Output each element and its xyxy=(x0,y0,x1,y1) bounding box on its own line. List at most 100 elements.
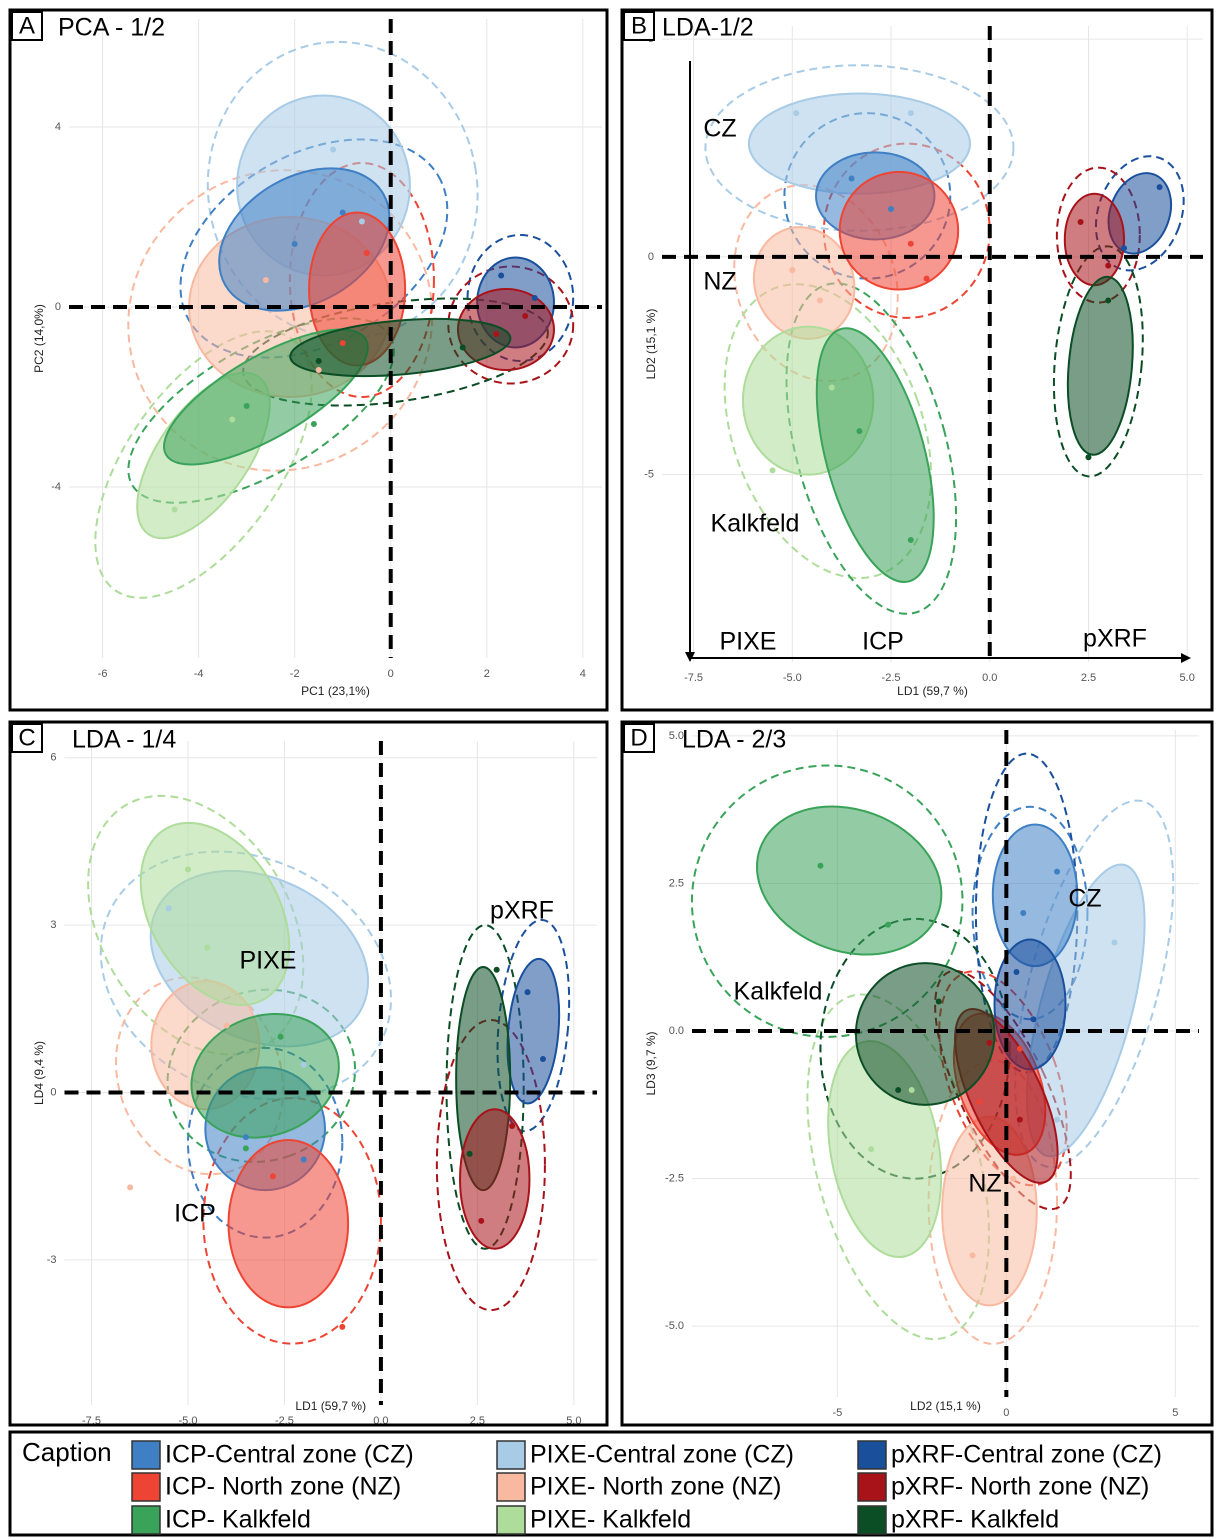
confidence-ellipse xyxy=(1066,275,1134,456)
x-tick-label: 0 xyxy=(1003,1407,1009,1419)
legend-swatch xyxy=(496,1472,526,1502)
annotation: NZ xyxy=(703,268,736,296)
y-tick-label: 4 xyxy=(55,121,61,133)
confidence-ellipse xyxy=(289,317,512,378)
data-point xyxy=(243,403,250,409)
legend-label: ICP-Central zone (CZ) xyxy=(165,1441,414,1469)
data-point xyxy=(493,331,500,337)
legend-label: PIXE- Kalkfeld xyxy=(530,1506,691,1534)
y-axis-title: PC2 (14,0%) xyxy=(32,304,46,373)
data-point xyxy=(1054,868,1061,875)
panel-title: LDA - 1/4 xyxy=(72,726,176,754)
data-point xyxy=(1010,1175,1017,1182)
x-tick-label: -5 xyxy=(832,1407,842,1419)
data-point xyxy=(539,1056,546,1063)
annotation: Kalkfeld xyxy=(711,510,800,538)
y-tick-label: -5.0 xyxy=(665,1320,684,1332)
data-point xyxy=(789,266,796,273)
x-tick-label: -7.5 xyxy=(684,672,703,684)
annotation: ICP xyxy=(862,628,904,656)
data-point xyxy=(769,467,776,474)
legend-label: PIXE- North zone (NZ) xyxy=(530,1473,781,1501)
legend-swatch xyxy=(131,1472,161,1502)
confidence-ellipse-outer xyxy=(690,764,964,1038)
legend-box xyxy=(8,1430,1214,1537)
data-point xyxy=(262,277,269,283)
data-point xyxy=(339,1323,346,1330)
data-point xyxy=(493,966,500,973)
y-tick-label: -4 xyxy=(51,481,61,493)
panel-label-box xyxy=(11,11,43,41)
data-point xyxy=(171,506,178,513)
data-point xyxy=(310,421,317,427)
confidence-ellipse xyxy=(506,957,561,1105)
x-tick-label: 4 xyxy=(580,668,586,680)
y-axis-title: LD2 (15,1 %) xyxy=(644,309,658,380)
data-point xyxy=(986,1039,993,1046)
data-point xyxy=(895,1087,902,1094)
panel-label: A xyxy=(19,12,35,39)
data-point xyxy=(339,340,346,346)
data-point xyxy=(358,218,365,225)
annotation: PIXE xyxy=(720,628,777,656)
data-point xyxy=(339,209,346,216)
y-tick-label: -2.5 xyxy=(665,1173,684,1185)
data-point xyxy=(1013,969,1020,976)
x-axis-title: LD1 (59,7 %) xyxy=(295,1399,366,1413)
panel-box xyxy=(8,720,609,1427)
data-point xyxy=(828,384,835,391)
data-point xyxy=(498,272,505,279)
data-point xyxy=(522,313,529,319)
data-point xyxy=(1156,184,1163,191)
data-point xyxy=(935,998,942,1005)
panel xyxy=(662,26,1203,662)
data-point xyxy=(1016,1116,1023,1123)
data-point xyxy=(888,205,895,212)
y-tick-label: -5 xyxy=(644,469,654,481)
x-tick-label: -2.5 xyxy=(882,672,901,684)
confidence-ellipse-outer xyxy=(927,1059,1059,1345)
y-tick-label: 5.0 xyxy=(669,730,684,742)
data-point xyxy=(923,275,930,282)
panel-title: LDA - 2/3 xyxy=(682,726,786,754)
legend-swatch xyxy=(857,1472,887,1502)
data-point xyxy=(223,1022,230,1029)
x-tick-label: 0.0 xyxy=(982,672,997,684)
x-tick-label: -2 xyxy=(290,668,300,680)
confidence-ellipse-outer xyxy=(704,64,1015,232)
panel-title: PCA - 1/2 xyxy=(58,14,165,42)
data-point xyxy=(1105,297,1112,304)
data-point xyxy=(1111,939,1118,946)
x-tick-label: 5.0 xyxy=(1180,672,1195,684)
panel-label: B xyxy=(631,12,647,39)
data-point xyxy=(459,344,466,351)
data-point xyxy=(1054,1116,1061,1123)
x-tick-label: 2.5 xyxy=(1081,672,1096,684)
data-point xyxy=(524,989,531,996)
confidence-ellipse xyxy=(815,327,935,583)
data-point xyxy=(330,146,337,153)
data-point xyxy=(466,1150,473,1157)
confidence-ellipse-outer xyxy=(435,1018,546,1312)
x-axis-title: PC1 (23,1%) xyxy=(301,684,370,698)
data-point xyxy=(509,1123,516,1130)
confidence-ellipse-outer xyxy=(466,234,575,362)
panel xyxy=(69,19,602,658)
legend-label: pXRF- North zone (NZ) xyxy=(891,1473,1149,1501)
data-point xyxy=(531,295,538,301)
panel-box xyxy=(620,720,1214,1427)
legend-swatch xyxy=(496,1505,526,1535)
x-tick-label: 2 xyxy=(484,668,490,680)
annotation: ICP xyxy=(174,1200,216,1228)
annotation: CZ xyxy=(703,115,736,143)
x-tick-label: 5 xyxy=(1172,1407,1178,1419)
data-point xyxy=(184,866,191,873)
panel-label-box xyxy=(623,723,655,753)
annotation: pXRF xyxy=(1083,625,1147,653)
data-point xyxy=(856,428,863,435)
data-point xyxy=(1105,262,1112,269)
y-tick-label: 0 xyxy=(55,301,61,313)
y-axis-title: LD4 (9,4 %) xyxy=(32,1041,46,1105)
legend-swatch xyxy=(857,1505,887,1535)
data-point xyxy=(907,110,914,117)
